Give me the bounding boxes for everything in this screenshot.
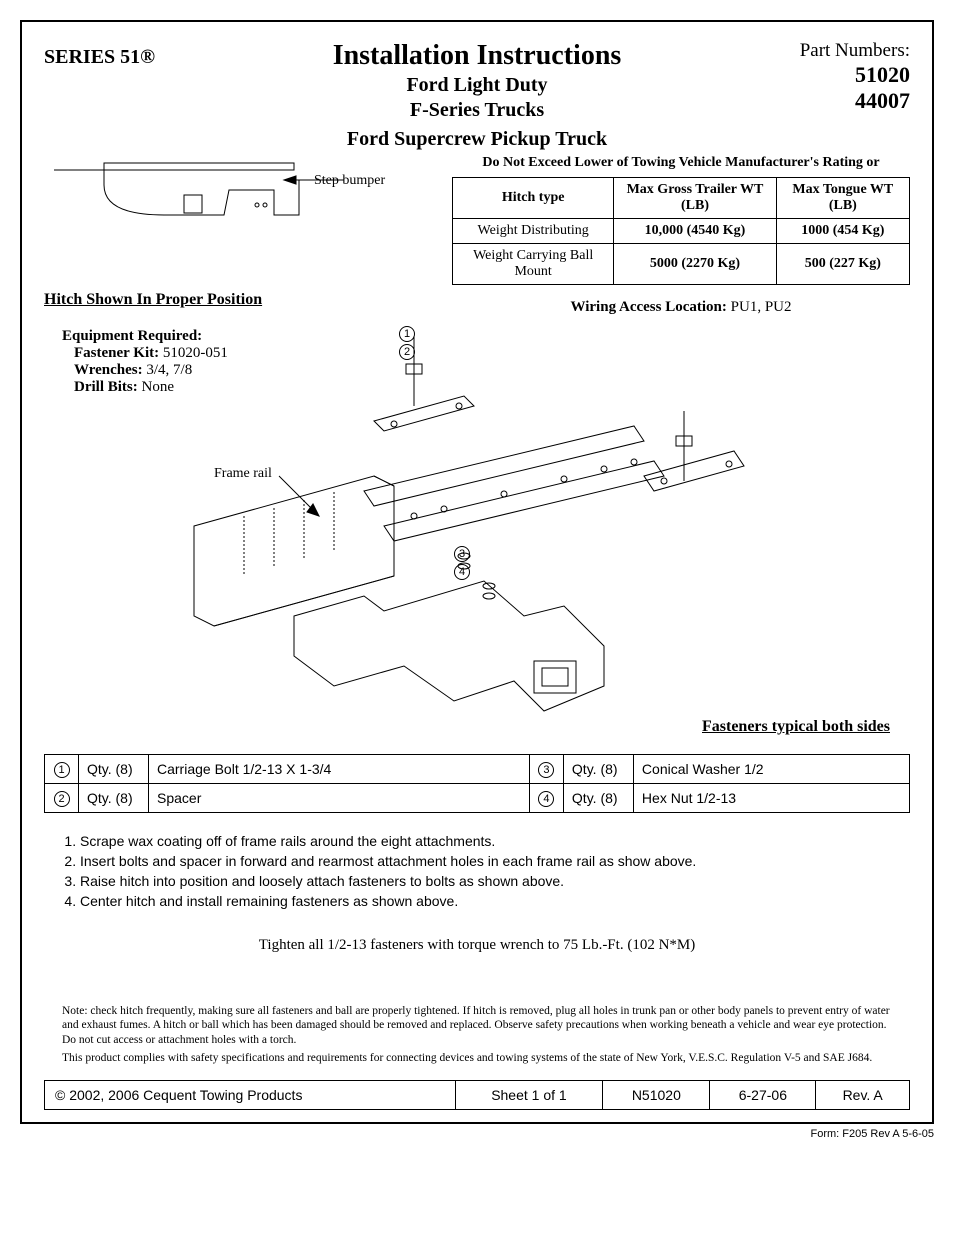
part-qty-2: Qty. (8) (79, 784, 149, 813)
spec-r1c0: Weight Carrying Ball Mount (453, 244, 614, 285)
title-sub2: F-Series Trucks (261, 99, 694, 122)
spec-table: Hitch type Max Gross Trailer WT (LB) Max… (452, 177, 910, 285)
title-sub3: Ford Supercrew Pickup Truck (44, 128, 910, 151)
part-number-label: Part Numbers: (694, 40, 911, 62)
torque-note: Tighten all 1/2-13 fasteners with torque… (44, 937, 910, 954)
callout-1: 1 (399, 326, 415, 342)
spec-r0c0: Weight Distributing (453, 219, 614, 244)
hitch-position-diagram: Step bumper (44, 155, 434, 285)
part-num-2: 2 (54, 791, 70, 807)
wiring-line: Wiring Access Location: PU1, PU2 (452, 299, 910, 316)
series-label: SERIES 51® (44, 46, 261, 69)
upper-row: Step bumper Hitch Shown In Proper Positi… (44, 155, 910, 316)
note-1: Note: check hitch frequently, making sur… (62, 1004, 892, 1047)
spec-block: Do Not Exceed Lower of Towing Vehicle Ma… (452, 155, 910, 316)
callout-group-12: 1 2 (399, 324, 415, 360)
part-number-2: 44007 (694, 88, 911, 114)
part-desc-1: Carriage Bolt 1/2-13 X 1-3/4 (149, 755, 530, 784)
step-4: Center hitch and install remaining faste… (80, 893, 910, 909)
frame-rail-label: Frame rail (214, 466, 272, 482)
notes-block: Note: check hitch frequently, making sur… (62, 1004, 892, 1066)
part-num-3: 3 (538, 762, 554, 778)
part-num-4: 4 (538, 791, 554, 807)
step-2: Insert bolts and spacer in forward and r… (80, 853, 910, 869)
part-qty-3: Qty. (8) (563, 755, 633, 784)
part-qty-1: Qty. (8) (79, 755, 149, 784)
title-sub1: Ford Light Duty (261, 74, 694, 97)
spec-col-1: Max Gross Trailer WT (LB) (614, 178, 776, 219)
part-desc-4: Hex Nut 1/2-13 (633, 784, 909, 813)
header: SERIES 51® Installation Instructions For… (44, 40, 910, 122)
footer-table: © 2002, 2006 Cequent Towing Products She… (44, 1080, 910, 1110)
title-block: Installation Instructions Ford Light Dut… (261, 40, 694, 122)
part-num-1: 1 (54, 762, 70, 778)
wiring-label: Wiring Access Location: (571, 299, 727, 315)
fasteners-note: Fasteners typical both sides (702, 718, 890, 736)
warning-line: Do Not Exceed Lower of Towing Vehicle Ma… (452, 155, 910, 171)
step-3: Raise hitch into position and loosely at… (80, 873, 910, 889)
instruction-steps: Scrape wax coating off of frame rails ar… (62, 833, 910, 909)
exploded-diagram: 1 2 3 4 Frame rail Fasteners typical bot… (44, 316, 910, 746)
hitch-caption: Hitch Shown In Proper Position (44, 291, 434, 309)
note-2: This product complies with safety specif… (62, 1051, 892, 1065)
spec-r0c2: 1000 (454 Kg) (776, 219, 909, 244)
part-qty-4: Qty. (8) (563, 784, 633, 813)
step-1: Scrape wax coating off of frame rails ar… (80, 833, 910, 849)
form-revision: Form: F205 Rev A 5-6-05 (20, 1128, 934, 1140)
spec-r1c1: 5000 (2270 Kg) (614, 244, 776, 285)
hitch-svg (44, 155, 384, 265)
footer-code: N51020 (603, 1080, 710, 1109)
wiring-value: PU1, PU2 (731, 299, 792, 315)
document-sheet: SERIES 51® Installation Instructions For… (20, 20, 934, 1124)
part-desc-3: Conical Washer 1/2 (633, 755, 909, 784)
footer-date: 6-27-06 (710, 1080, 816, 1109)
footer-sheet: Sheet 1 of 1 (455, 1080, 603, 1109)
spec-col-2: Max Tongue WT (LB) (776, 178, 909, 219)
footer-rev: Rev. A (816, 1080, 910, 1109)
spec-r0c1: 10,000 (4540 Kg) (614, 219, 776, 244)
step-bumper-label: Step bumper (314, 173, 385, 189)
title-main: Installation Instructions (261, 40, 694, 72)
spec-r1c2: 500 (227 Kg) (776, 244, 909, 285)
callout-2: 2 (399, 344, 415, 360)
footer-copyright: © 2002, 2006 Cequent Towing Products (45, 1080, 456, 1109)
part-numbers: Part Numbers: 51020 44007 (694, 40, 911, 114)
callout-4: 4 (454, 564, 470, 580)
exploded-svg (44, 316, 904, 746)
hitch-position-block: Step bumper Hitch Shown In Proper Positi… (44, 155, 434, 316)
spec-col-0: Hitch type (453, 178, 614, 219)
callout-3: 3 (454, 546, 470, 562)
parts-table: 1 Qty. (8) Carriage Bolt 1/2-13 X 1-3/4 … (44, 754, 910, 813)
part-number-1: 51020 (694, 62, 911, 88)
callout-group-34: 3 4 (454, 544, 470, 580)
part-desc-2: Spacer (149, 784, 530, 813)
